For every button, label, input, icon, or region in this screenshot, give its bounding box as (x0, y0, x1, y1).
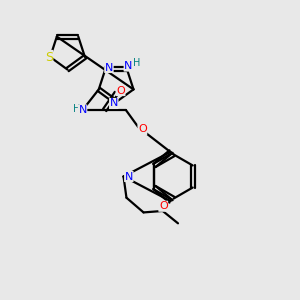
Text: N: N (110, 98, 118, 109)
Text: N: N (124, 172, 133, 182)
Text: S: S (45, 50, 53, 64)
Text: N: N (105, 62, 113, 73)
Text: O: O (116, 85, 125, 96)
Text: H: H (73, 103, 80, 113)
Text: N: N (124, 61, 133, 71)
Text: H: H (133, 58, 140, 68)
Text: O: O (159, 201, 168, 211)
Text: N: N (78, 105, 87, 115)
Text: O: O (138, 124, 147, 134)
